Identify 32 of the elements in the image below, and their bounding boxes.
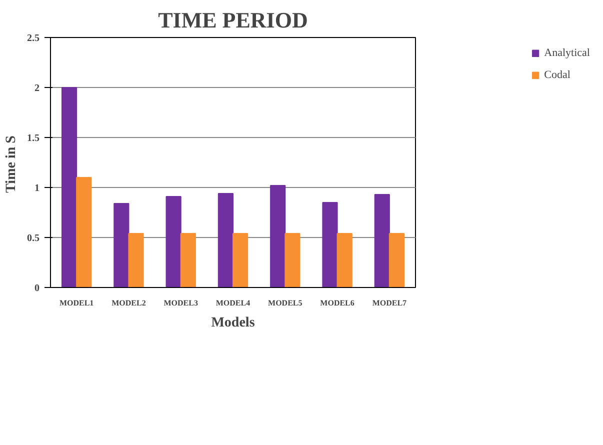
y-tick-label: 1 xyxy=(34,183,40,194)
y-axis-title: Time in S xyxy=(4,135,19,193)
bar xyxy=(128,233,144,288)
bar xyxy=(76,177,92,288)
x-tick-label: MODEL7 xyxy=(372,298,407,308)
bar xyxy=(218,193,234,288)
y-tick-label: 0.5 xyxy=(27,233,40,244)
x-axis-title: Models xyxy=(211,316,256,330)
x-tick-label: MODEL5 xyxy=(268,298,302,308)
x-tick-label: MODEL2 xyxy=(112,298,146,308)
x-tick-label: MODEL6 xyxy=(320,298,354,308)
x-tick-label: MODEL4 xyxy=(216,298,250,308)
legend-label: Codal xyxy=(544,69,570,81)
bar xyxy=(114,203,130,288)
bar xyxy=(374,194,390,288)
bar xyxy=(166,196,182,288)
y-tick-label: 2 xyxy=(34,83,40,94)
bar xyxy=(322,202,338,288)
x-tick-label: MODEL3 xyxy=(164,298,198,308)
y-tick-label: 1.5 xyxy=(27,133,40,144)
y-tick-label: 0 xyxy=(34,283,40,294)
bar xyxy=(284,233,300,288)
x-tick-label: MODEL1 xyxy=(59,298,94,308)
bar xyxy=(180,233,196,288)
legend-label: Analytical xyxy=(544,47,590,59)
bar xyxy=(232,233,248,288)
bar xyxy=(270,185,286,288)
y-tick-label: 2.5 xyxy=(27,33,40,44)
bar xyxy=(388,233,405,288)
bar xyxy=(61,87,78,288)
bar xyxy=(336,233,352,288)
chart-title: TIME PERIOD xyxy=(158,8,308,32)
